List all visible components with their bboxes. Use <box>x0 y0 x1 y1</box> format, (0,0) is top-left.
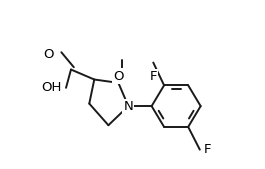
Text: OH: OH <box>42 81 62 94</box>
Text: F: F <box>204 143 211 156</box>
Text: O: O <box>113 69 123 82</box>
Text: O: O <box>43 48 54 61</box>
Text: F: F <box>149 70 157 83</box>
Text: N: N <box>123 100 133 113</box>
